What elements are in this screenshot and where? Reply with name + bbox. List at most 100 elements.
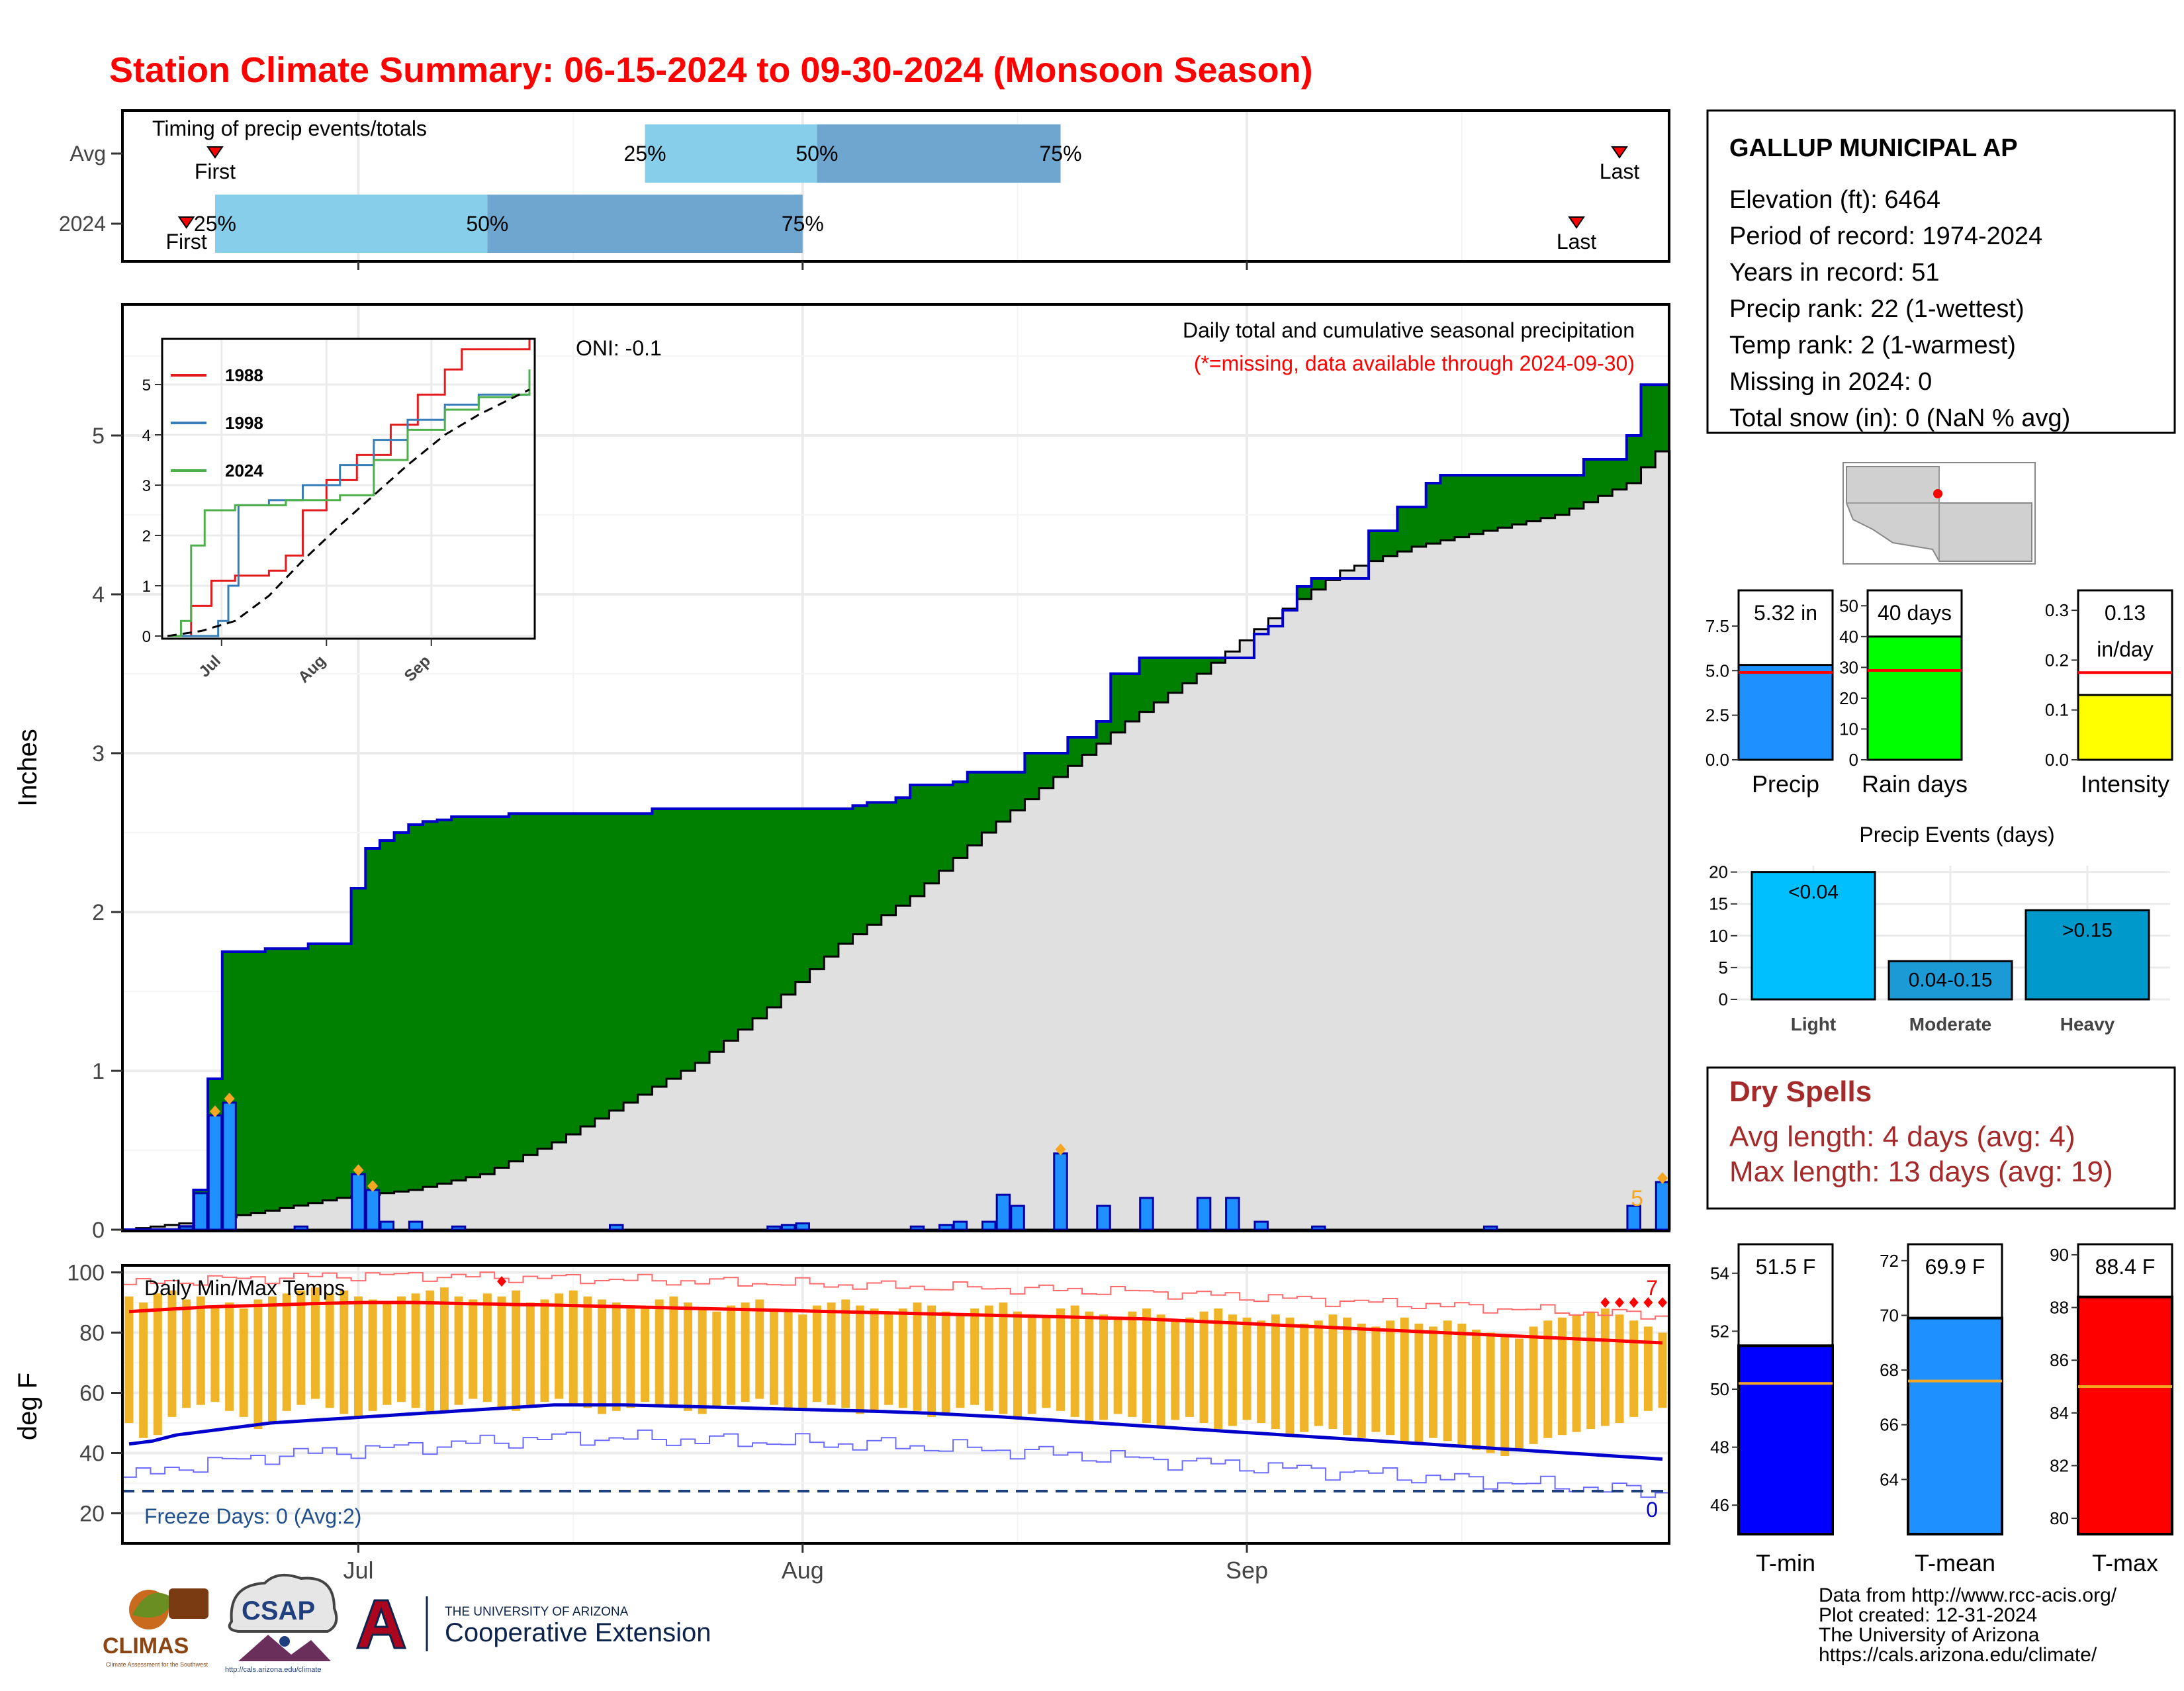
- y-tick-label: 4: [92, 582, 105, 608]
- summary-tick-label: 0: [1849, 750, 1858, 770]
- timing-bar-25-50: [645, 124, 817, 183]
- summary-value: 5.32 in: [1754, 601, 1817, 625]
- freeze-days-label: Freeze Days: 0 (Avg:2): [144, 1504, 361, 1528]
- daily-temp-bar: [1242, 1317, 1251, 1420]
- daily-temp-bar: [225, 1303, 234, 1411]
- record-high-marker: [497, 1276, 507, 1287]
- normal-low-line: [128, 1403, 1663, 1461]
- daily-precip-bar: [408, 1220, 424, 1231]
- daily-precip-bars: [179, 1093, 1670, 1231]
- station-temp-rank: Temp rank: 2 (1-warmest): [1729, 332, 2016, 359]
- record-high-marker: [1658, 1297, 1667, 1308]
- x-tick-label: Jul: [343, 1557, 373, 1584]
- daily-precip-bar: [1010, 1205, 1025, 1231]
- temp-y-label: 40: [79, 1441, 105, 1467]
- daily-temp-bar: [684, 1303, 693, 1411]
- events-category-label: Heavy: [2060, 1014, 2115, 1034]
- events-tick-label: 15: [1709, 894, 1728, 914]
- daily-temp-bar: [1343, 1317, 1352, 1436]
- daily-temp-bar: [340, 1290, 349, 1414]
- inset-y-label: 1: [142, 578, 151, 596]
- csap-url: http://cals.arizona.edu/climate: [225, 1666, 322, 1674]
- summary-label: Precip: [1752, 770, 1819, 798]
- summary-bar: [1866, 635, 1963, 761]
- timing-pct-label: 25%: [194, 212, 236, 236]
- summary-tick-label: 0.0: [2045, 750, 2069, 770]
- record-low-line: [122, 1429, 1670, 1498]
- daily-precip-bar: [1655, 1181, 1670, 1231]
- daily-temp-bar: [870, 1308, 879, 1411]
- credit-url: https://cals.arizona.edu/climate/: [1819, 1644, 2097, 1666]
- y-tick-label: 0: [92, 1218, 105, 1243]
- precip-corner-count: 5: [1631, 1186, 1643, 1211]
- temp-summary-tick-label: 66: [1880, 1415, 1899, 1435]
- events-bar: [1751, 871, 1876, 1001]
- temperature-summary-bars: 46 48 50 52 54 51.5 F T-min 64 66 68 70 72 69.9 F T-m…: [1710, 1243, 2173, 1577]
- daily-temp-bars: [124, 1287, 1667, 1457]
- daily-temp-bar: [555, 1293, 564, 1399]
- inset-line-1998: [167, 389, 531, 637]
- heavy-day-marker: [1657, 1172, 1668, 1184]
- daily-temp-bar: [726, 1305, 735, 1405]
- summary-bar: [2077, 694, 2173, 761]
- temp-summary-tick-label: 46: [1710, 1495, 1729, 1515]
- station-period: Period of record: 1974-2024: [1729, 222, 2042, 250]
- daily-temp-bar: [239, 1308, 248, 1417]
- daily-temp-bar: [1199, 1311, 1208, 1423]
- inset-line-1988: [167, 339, 531, 637]
- temp-summary-tick-label: 84: [2050, 1403, 2069, 1423]
- heavy-day-marker: [353, 1164, 364, 1176]
- credit-plot-created: Plot created: 12-31-2024: [1819, 1604, 2037, 1626]
- summary-label: Rain days: [1862, 770, 1968, 798]
- temp-summary-label: T-min: [1756, 1549, 1815, 1577]
- daily-temp-bar: [454, 1296, 463, 1405]
- daily-temp-bar: [1128, 1311, 1137, 1417]
- events-tick-label: 5: [1719, 958, 1728, 978]
- temp-summary-value: 51.5 F: [1756, 1255, 1816, 1279]
- temp-summary-tick-label: 90: [2050, 1245, 2069, 1265]
- daily-precip-bar: [207, 1114, 223, 1231]
- daily-precip-bar: [222, 1101, 237, 1231]
- y-tick-label: 3: [92, 741, 105, 766]
- ua-cooperative-extension: Cooperative Extension: [445, 1618, 711, 1647]
- record-high-marker: [1629, 1297, 1639, 1308]
- summary-value: 40 days: [1878, 601, 1952, 625]
- heavy-day-marker: [224, 1093, 235, 1105]
- first-event-label: First: [166, 230, 207, 253]
- temp-y-label: 60: [79, 1381, 105, 1406]
- daily-temp-bar: [1658, 1332, 1667, 1408]
- daily-precip-bar: [365, 1189, 381, 1231]
- summary-tick-label: 30: [1839, 657, 1858, 677]
- events-bars: 0 5 10 15 20 <0.04 Light 0.04-0.15 Moderate >0.15…: [1709, 862, 2170, 1034]
- state-border: [1846, 467, 1940, 561]
- daily-temp-bar: [956, 1314, 965, 1408]
- daily-temp-bar: [383, 1303, 392, 1405]
- csap-wordmark: CSAP: [242, 1596, 315, 1625]
- daily-precip-bar: [981, 1220, 997, 1231]
- temp-summary-label: T-mean: [1915, 1549, 1995, 1577]
- timing-pct-label: 75%: [782, 212, 824, 236]
- summary-value: 0.13: [2105, 601, 2146, 625]
- daily-temp-bar: [396, 1296, 406, 1402]
- daily-temp-bar: [139, 1303, 148, 1438]
- temp-panel-title: Daily Min/Max Temps: [144, 1276, 345, 1300]
- daily-temp-bar: [1629, 1320, 1639, 1417]
- last-event-marker: [1611, 146, 1628, 159]
- y-tick-label: 1: [92, 1059, 105, 1084]
- timing-bar-50-75: [487, 195, 803, 253]
- ua-cooperative-extension-logo: THE UNIVERSITY OF ARIZONA Cooperative Ex…: [355, 1596, 711, 1651]
- legend-label: 2024: [225, 461, 263, 480]
- events-title: Precip Events (days): [1859, 823, 2054, 846]
- temp-y-label: 80: [79, 1321, 105, 1346]
- daily-precip-bar: [351, 1173, 366, 1231]
- station-precip-rank: Precip rank: 22 (1-wettest): [1729, 295, 2025, 323]
- daily-temp-bar: [1171, 1320, 1180, 1420]
- summary-tick-label: 50: [1839, 596, 1858, 616]
- daily-precip-bar: [608, 1224, 624, 1231]
- daily-temp-bar: [769, 1308, 778, 1405]
- daily-temp-bar: [1056, 1308, 1066, 1411]
- station-snow: Total snow (in): 0 (NaN % avg): [1729, 404, 2070, 432]
- daily-temp-bar: [755, 1299, 764, 1399]
- daily-temp-bar: [1214, 1308, 1223, 1430]
